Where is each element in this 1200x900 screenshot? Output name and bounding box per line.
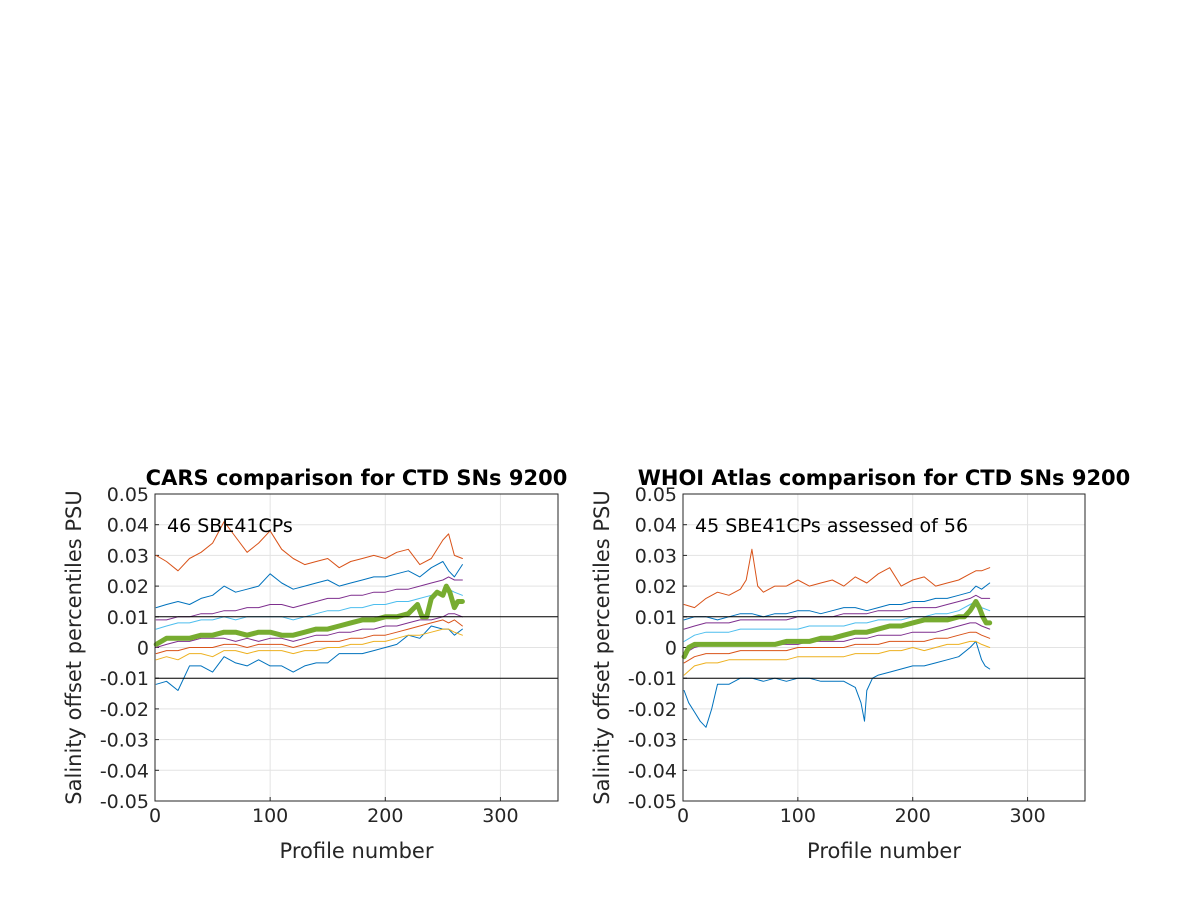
x-tick-label: 0 <box>677 805 689 827</box>
y-tick-label: -0.02 <box>628 699 677 721</box>
percentile-series-line <box>155 561 463 609</box>
cars-comparison-panel: 0 100 200 300 -0.05 -0.04 -0.03 -0.02 -0.01 0 0.01… <box>62 466 567 863</box>
y-tick-label: 0.03 <box>107 545 149 567</box>
y-tick-label: -0.03 <box>628 730 677 752</box>
percentile-series-line <box>155 576 463 621</box>
percentile-series-line <box>683 582 991 621</box>
y-tick-label: -0.05 <box>628 791 677 813</box>
percentile-series-line <box>683 548 991 609</box>
percentile-series-line <box>155 521 463 572</box>
x-tick-label: 300 <box>482 805 518 827</box>
y-tick-label: 0.04 <box>107 515 149 537</box>
y-tick-label: 0 <box>137 638 149 660</box>
x-tick-label: 300 <box>1009 805 1045 827</box>
x-axis-label: Profile number <box>280 839 434 863</box>
y-axis-label: Salinity offset percentiles PSU <box>590 490 614 804</box>
x-axis-label: Profile number <box>807 839 961 863</box>
y-tick-label: -0.01 <box>628 668 677 690</box>
percentile-series-line <box>683 601 991 642</box>
median-series-line <box>153 583 465 647</box>
y-tick-label: -0.05 <box>100 791 149 813</box>
percentile-series-line <box>683 594 991 630</box>
y-tick-label: 0.03 <box>635 545 677 567</box>
y-tick-label: -0.04 <box>100 760 149 782</box>
percentile-series-line <box>683 631 991 664</box>
annotation-text: 45 SBE41CPs assessed of 56 <box>695 515 968 537</box>
y-tick-label: -0.02 <box>100 699 149 721</box>
y-tick-label: -0.01 <box>100 668 149 690</box>
axes-box <box>682 493 1086 802</box>
percentile-series-line <box>155 613 463 648</box>
y-tick-label: 0.04 <box>635 515 677 537</box>
annotation-text: 46 SBE41CPs <box>167 515 293 537</box>
x-tick-label: 200 <box>367 805 403 827</box>
y-tick-label: 0.02 <box>107 576 149 598</box>
x-tick-label: 100 <box>780 805 816 827</box>
percentile-series-line <box>155 588 463 630</box>
y-axis-label: Salinity offset percentiles PSU <box>62 490 86 804</box>
percentile-series-line <box>683 640 991 728</box>
chart-title: CARS comparison for CTD SNs 9200 <box>146 466 568 490</box>
y-tick-label: 0.01 <box>107 607 149 629</box>
y-tick-label: 0.01 <box>635 607 677 629</box>
chart-title: WHOI Atlas comparison for CTD SNs 9200 <box>638 466 1131 490</box>
y-tick-label: 0.02 <box>635 576 677 598</box>
x-tick-label: 0 <box>149 805 161 827</box>
y-tick-label: 0.05 <box>107 484 149 506</box>
x-tick-label: 200 <box>895 805 931 827</box>
percentile-series-line <box>155 628 463 661</box>
x-tick-label: 100 <box>252 805 288 827</box>
y-tick-label: 0 <box>665 638 677 660</box>
percentile-series-line <box>683 640 991 676</box>
y-tick-label: 0.05 <box>635 484 677 506</box>
y-tick-label: -0.03 <box>100 730 149 752</box>
axes-box <box>154 493 559 802</box>
median-series-line <box>681 599 993 660</box>
percentile-series-line <box>155 619 463 655</box>
whoi-atlas-comparison-panel: 0 100 200 300 -0.05 -0.04 -0.03 -0.02 -0.01 0 0.01… <box>590 466 1130 863</box>
y-tick-label: -0.04 <box>628 760 677 782</box>
